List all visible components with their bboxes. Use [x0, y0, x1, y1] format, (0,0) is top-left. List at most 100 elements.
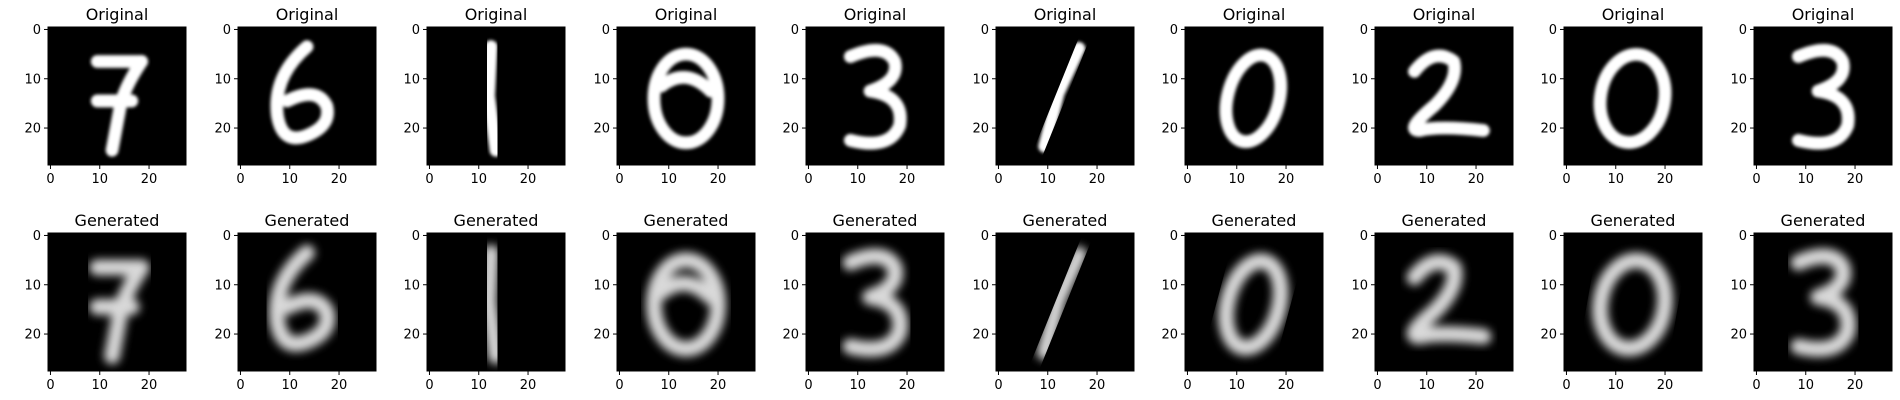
y-tick-label: 0	[1170, 229, 1178, 244]
panel-original-5: Original 0 10 20 0 10 20	[782, 5, 945, 187]
digit-3	[842, 248, 909, 358]
digit-3	[1790, 248, 1857, 358]
digit-stroke	[1406, 254, 1492, 345]
y-tick-label: 10	[593, 72, 610, 87]
digit-strokes	[480, 244, 504, 365]
digit-stroke	[1408, 49, 1490, 137]
digit-stroke	[843, 43, 907, 150]
x-tick-label: 20	[1278, 378, 1295, 393]
x-tick-label: 0	[804, 172, 812, 187]
y-tick-label: 0	[791, 23, 799, 38]
y-tick-label: 10	[403, 278, 420, 293]
digit-stroke	[482, 40, 503, 157]
panel-original-9: Original 0 10 20 0 10 20	[1540, 5, 1703, 187]
digit-strokes	[1593, 47, 1672, 149]
x-tick-label: 0	[425, 172, 433, 187]
x-tick-label: 20	[710, 172, 727, 187]
panel-title: Generated	[833, 211, 918, 230]
digit-0	[1219, 48, 1288, 149]
axes-frame	[616, 232, 756, 372]
x-tick-label: 10	[281, 172, 298, 187]
x-tick-label: 20	[1468, 378, 1485, 393]
axes-frame	[1563, 232, 1703, 372]
panel-title: Generated	[454, 211, 539, 230]
axes-frame	[1184, 26, 1324, 166]
panel-original-4: Original 0 10 20 0 10 20	[593, 5, 756, 187]
digit-stroke	[480, 244, 504, 365]
x-tick-label: 0	[1373, 378, 1381, 393]
x-tick-label: 0	[1373, 172, 1381, 187]
panel-generated-9: Generated 0 10 20 0 10 20	[1540, 211, 1703, 393]
axes-frame	[1374, 26, 1514, 166]
digit-strokes	[1036, 246, 1087, 361]
digit-1	[1036, 246, 1087, 361]
x-tick-label: 10	[1797, 172, 1814, 187]
panel-generated-1: Generated 0 10 20 0 10 20	[24, 211, 187, 393]
panel-generated-5: Generated 0 10 20 0 10 20	[782, 211, 945, 393]
x-tick-label: 0	[804, 378, 812, 393]
y-tick-label: 0	[1170, 23, 1178, 38]
y-tick-label: 10	[1161, 72, 1178, 87]
digit-stroke	[268, 244, 336, 352]
panel-generated-10: Generated 0 10 20 0 10 20	[1730, 211, 1893, 393]
digit-stroke	[1791, 43, 1855, 150]
axes-frame	[1753, 26, 1893, 166]
x-tick-label: 10	[91, 172, 108, 187]
x-tick-label: 10	[91, 378, 108, 393]
panel-title: Original	[1792, 5, 1855, 24]
digit-stroke	[646, 252, 726, 357]
y-tick-label: 0	[223, 229, 231, 244]
x-tick-label: 20	[1468, 172, 1485, 187]
y-tick-label: 10	[214, 72, 231, 87]
y-tick-label: 10	[1351, 72, 1368, 87]
y-tick-label: 20	[214, 328, 231, 343]
axes-frame	[1753, 232, 1893, 372]
x-tick-label: 20	[1847, 378, 1864, 393]
x-tick-label: 10	[849, 378, 866, 393]
x-tick-label: 10	[1418, 378, 1435, 393]
y-tick-label: 20	[1730, 328, 1747, 343]
panel-title: Generated	[75, 211, 160, 230]
digit-stroke	[842, 248, 909, 358]
digit-stroke	[1219, 48, 1288, 149]
digit-stroke	[270, 40, 334, 145]
digit-strokes	[89, 259, 150, 365]
digit-0	[646, 252, 726, 357]
x-tick-label: 10	[1797, 378, 1814, 393]
digit-1	[1038, 42, 1086, 153]
digit-1	[480, 244, 504, 365]
axes-frame	[47, 26, 187, 166]
panel-title: Generated	[644, 211, 729, 230]
y-tick-label: 20	[1730, 122, 1747, 137]
panel-generated-2: Generated 0 10 20 0 10 20	[214, 211, 377, 393]
x-tick-label: 0	[1183, 172, 1191, 187]
panel-title: Original	[655, 5, 718, 24]
axes-frame	[616, 26, 756, 166]
x-tick-label: 20	[331, 378, 348, 393]
digit-2	[1406, 254, 1492, 345]
x-tick-label: 10	[1607, 378, 1624, 393]
x-tick-label: 20	[141, 378, 158, 393]
y-tick-label: 10	[1540, 278, 1557, 293]
x-tick-label: 0	[425, 378, 433, 393]
panel-title: Generated	[1781, 211, 1866, 230]
digit-7	[89, 259, 150, 365]
digit-3	[1791, 43, 1855, 150]
x-tick-label: 20	[1657, 172, 1674, 187]
y-tick-label: 0	[602, 23, 610, 38]
digit-strokes	[1406, 254, 1492, 345]
x-tick-label: 0	[615, 172, 623, 187]
x-tick-label: 0	[236, 172, 244, 187]
panel-generated-3: Generated 0 10 20 0 10 20	[403, 211, 566, 393]
panel-original-1: Original 0 10 20 0 10 20	[24, 5, 187, 187]
y-tick-label: 10	[972, 72, 989, 87]
x-tick-label: 20	[899, 172, 916, 187]
digit-6	[270, 40, 334, 145]
y-tick-label: 10	[24, 72, 41, 87]
y-tick-label: 20	[1161, 122, 1178, 137]
y-tick-label: 0	[1549, 23, 1557, 38]
x-tick-label: 10	[1607, 172, 1624, 187]
axes-frame	[237, 232, 377, 372]
y-tick-label: 10	[1351, 278, 1368, 293]
digit-stroke	[104, 259, 150, 365]
